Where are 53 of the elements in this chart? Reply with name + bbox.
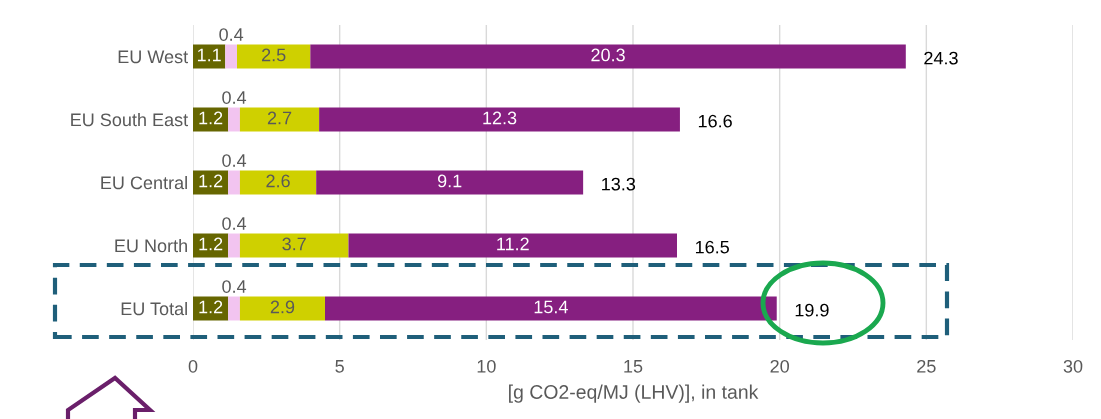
data-label: 11.2	[497, 237, 529, 251]
bar	[325, 296, 777, 321]
x-tick-label: 20	[770, 359, 789, 373]
bar	[319, 107, 680, 132]
x-tick-label: 10	[477, 359, 496, 373]
total-label: 16.5	[695, 240, 729, 254]
data-label: 0.4	[222, 91, 247, 104]
x-tick-label: 5	[335, 360, 344, 373]
x-tick-label: 15	[624, 360, 643, 373]
y-tick-label: EU South East	[71, 112, 189, 127]
bar	[239, 107, 320, 132]
bar	[239, 296, 325, 321]
bar	[228, 296, 240, 321]
data-label: 20.3	[591, 48, 625, 62]
y-tick-label: EU Total	[121, 301, 187, 316]
bar	[237, 44, 311, 69]
bar	[239, 233, 349, 258]
x-tick-label: 0	[188, 359, 198, 373]
x-axis-title: [g CO2-eq/MJ (LHV)], in tank	[509, 384, 759, 403]
data-label: 1.2	[199, 174, 223, 188]
data-label: 9.1	[437, 174, 462, 188]
bar	[228, 170, 240, 195]
x-tick-label: 25	[917, 359, 936, 373]
total-label: 16.6	[698, 114, 732, 128]
data-label: 1.2	[199, 237, 223, 251]
data-label: 12.3	[483, 111, 517, 125]
data-label: 3.7	[282, 237, 306, 251]
data-label: 2.5	[262, 48, 286, 62]
y-tick-label: EU North	[115, 238, 187, 253]
data-label: 2.7	[267, 111, 292, 125]
data-label: 1.2	[199, 111, 223, 125]
data-label: 2.6	[266, 174, 290, 188]
data-label: 1.2	[199, 300, 223, 314]
bar	[228, 233, 240, 258]
bar	[348, 233, 677, 258]
data-label: 0.4	[222, 280, 247, 293]
data-label: 0.4	[219, 28, 244, 41]
total-label: 24.3	[924, 51, 958, 65]
data-label: 1.1	[197, 48, 221, 62]
total-label: 19.9	[795, 303, 829, 317]
y-tick-label: EU West	[118, 50, 189, 64]
data-label: 2.9	[270, 300, 295, 314]
y-tick-label: EU Central	[101, 175, 187, 190]
data-label: 15.4	[534, 300, 568, 314]
total-label: 13.3	[602, 177, 636, 191]
bar	[228, 107, 240, 132]
bar	[225, 44, 237, 69]
x-tick-label: 30	[1063, 359, 1083, 373]
data-label: 0.4	[222, 154, 247, 167]
data-label: 0.4	[222, 217, 247, 230]
bar	[310, 44, 906, 69]
bar	[239, 170, 317, 195]
bar	[316, 170, 584, 195]
